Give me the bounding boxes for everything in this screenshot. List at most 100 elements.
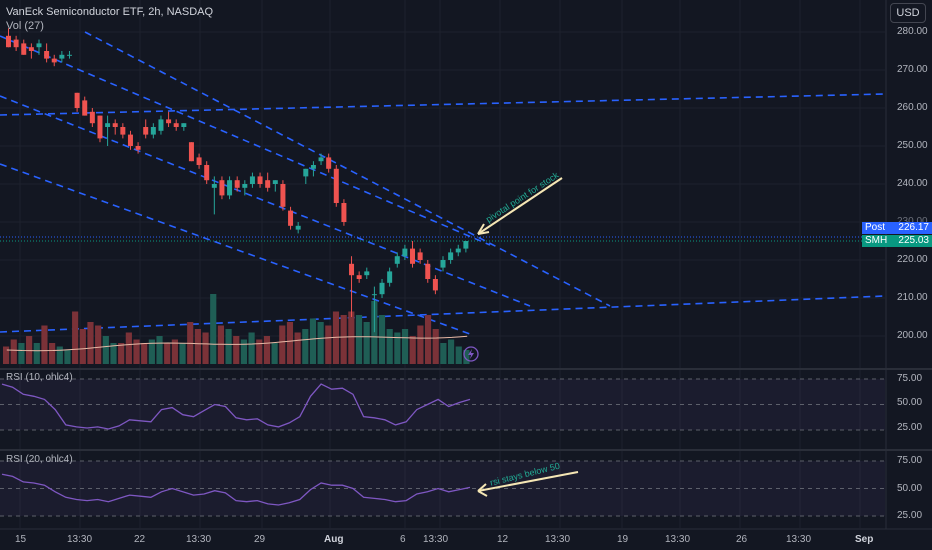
time-axis-label: 13:30 xyxy=(786,534,812,545)
volume-bar xyxy=(348,311,355,364)
volume-bar xyxy=(56,346,63,364)
rsi20-axis-label: 25.00 xyxy=(897,510,923,521)
candle-body xyxy=(410,248,416,264)
rsi10-axis-label: 25.00 xyxy=(897,422,923,433)
candle-body xyxy=(303,168,309,177)
candle-body xyxy=(82,100,88,116)
pane-dividers[interactable] xyxy=(0,0,932,530)
volume-bar xyxy=(294,332,301,364)
candle-body xyxy=(150,127,156,135)
volume-bar xyxy=(302,329,309,364)
volume-bar xyxy=(125,332,132,364)
price-axis-label: 210.00 xyxy=(897,292,928,303)
volume-bar xyxy=(363,322,370,364)
candle-body xyxy=(272,180,278,184)
candle-body xyxy=(173,123,179,127)
volume-bar xyxy=(210,294,217,364)
candle-body xyxy=(295,225,301,230)
smh-tag-value: 225.03 xyxy=(898,235,929,246)
volume-bar xyxy=(240,339,248,364)
candle-body xyxy=(196,157,202,165)
candle-body xyxy=(59,54,65,59)
candle-body xyxy=(89,111,95,124)
candle-body xyxy=(364,271,370,276)
post-market-price-tag: Post 226.17 xyxy=(862,222,932,234)
candle-body xyxy=(158,119,164,131)
post-tag-value: 226.17 xyxy=(898,222,929,233)
candle-body xyxy=(188,142,194,162)
volume-bar xyxy=(194,329,201,364)
candle-body xyxy=(349,263,355,276)
candle-body xyxy=(74,92,80,108)
volume-bar xyxy=(233,336,240,364)
volume-bars xyxy=(3,294,479,364)
volume-bar xyxy=(325,325,332,364)
volume-bar xyxy=(317,322,324,364)
price-axis-label: 250.00 xyxy=(897,140,928,151)
volume-indicator-label[interactable]: Vol (27) xyxy=(6,20,44,32)
candlesticks xyxy=(6,28,469,333)
lightning-icon xyxy=(468,349,474,359)
pivot-arrow xyxy=(477,177,563,235)
candle-body xyxy=(234,180,240,188)
candle-body xyxy=(379,282,385,295)
time-axis-label: 19 xyxy=(617,534,629,545)
candle-body xyxy=(356,275,362,279)
candle-body xyxy=(394,256,400,264)
candle-body xyxy=(448,252,454,260)
volume-bar xyxy=(72,311,79,364)
rsi20-axis-label: 50.00 xyxy=(897,483,923,494)
rsi10-label[interactable]: RSI (10, ohlc4) xyxy=(6,372,73,383)
candle-body xyxy=(36,43,42,48)
volume-bar xyxy=(271,343,278,364)
candle-body xyxy=(402,248,408,257)
candle-body xyxy=(417,252,423,260)
trendlines[interactable] xyxy=(0,31,886,335)
annotation-arrows[interactable] xyxy=(477,177,579,497)
volume-bar xyxy=(133,339,140,364)
candle-body xyxy=(6,35,11,48)
volume-bar xyxy=(102,336,109,364)
volume-bar xyxy=(148,339,155,364)
volume-bar xyxy=(49,343,56,364)
rsi10-axis-label: 50.00 xyxy=(897,397,923,408)
rsi20-label[interactable]: RSI (20, ohlc4) xyxy=(6,454,73,465)
volume-bar xyxy=(401,329,409,364)
volume-bar xyxy=(256,339,263,364)
price-axis-label: 240.00 xyxy=(897,178,928,189)
time-axis-label: 13:30 xyxy=(423,534,449,545)
trendline xyxy=(0,35,491,246)
volume-bar xyxy=(409,336,416,364)
volume-bar xyxy=(455,346,462,364)
volume-bar xyxy=(263,336,271,364)
volume-bar xyxy=(432,329,439,364)
time-axis-label: Aug xyxy=(324,534,344,545)
candle-body xyxy=(127,134,133,146)
volume-bar xyxy=(371,301,378,364)
candle-body xyxy=(387,271,393,283)
candle-body xyxy=(51,58,57,63)
symbol-title[interactable]: VanEck Semiconductor ETF, 2h, NASDAQ xyxy=(6,6,214,18)
time-axis-label: 26 xyxy=(736,534,748,545)
volume-bar xyxy=(26,336,33,364)
volume-bar xyxy=(156,336,163,364)
price-axis-label: 270.00 xyxy=(897,64,928,75)
volume-bar xyxy=(33,343,40,364)
volume-bar xyxy=(417,325,424,364)
volume-bar xyxy=(225,329,232,364)
volume-bar xyxy=(179,343,186,364)
volume-bar xyxy=(41,325,48,364)
currency-button[interactable]: USD xyxy=(890,3,926,23)
volume-bar xyxy=(309,318,317,364)
time-axis-label: 12 xyxy=(497,534,509,545)
candle-body xyxy=(257,176,263,184)
candle-body xyxy=(310,165,316,169)
grid-lines xyxy=(0,0,885,528)
time-axis-label: 13:30 xyxy=(186,534,212,545)
price-axis-label: 260.00 xyxy=(897,102,928,113)
rsi-arrow-head xyxy=(477,483,488,497)
candle-body xyxy=(120,127,126,135)
rsi20-line xyxy=(1,473,471,506)
candle-body xyxy=(211,184,217,188)
